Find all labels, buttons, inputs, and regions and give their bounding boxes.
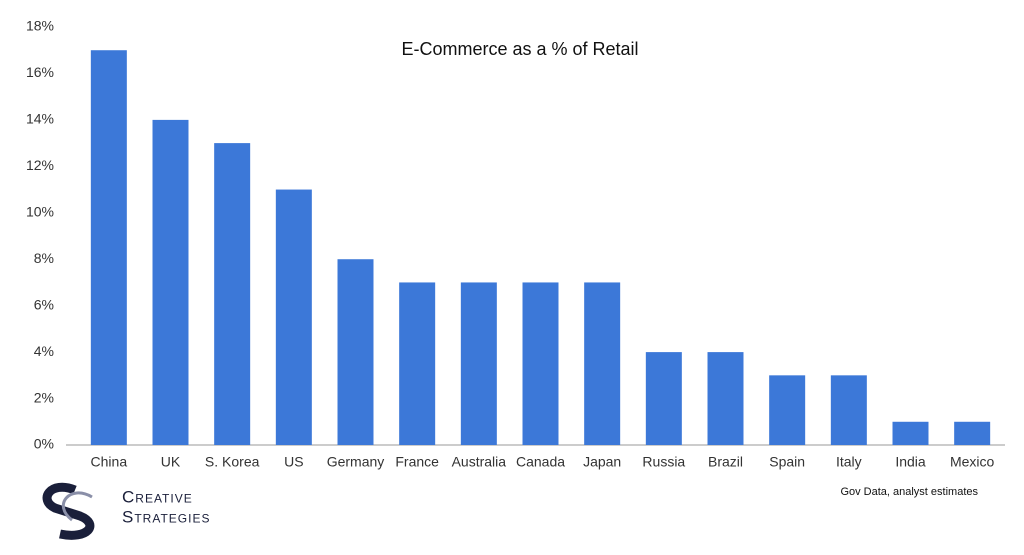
x-tick-label: Russia	[642, 454, 685, 470]
bar	[90, 50, 127, 445]
chart-title: E-Commerce as a % of Retail	[401, 39, 638, 59]
bar	[954, 421, 991, 445]
x-tick-label: S. Korea	[205, 454, 260, 470]
x-tick-label: Mexico	[950, 454, 995, 470]
bar	[769, 375, 806, 445]
x-tick-label: Italy	[836, 454, 862, 470]
bar	[584, 282, 621, 445]
bar	[522, 282, 559, 445]
logo-mark	[42, 482, 95, 540]
y-tick-label: 2%	[34, 389, 54, 405]
logo-mark	[61, 491, 93, 522]
bar	[460, 282, 497, 445]
bar	[214, 143, 251, 445]
x-tick-label: Australia	[452, 454, 507, 470]
x-tick-label: France	[395, 454, 439, 470]
bar	[152, 119, 189, 445]
y-tick-label: 6%	[34, 296, 54, 312]
y-tick-label: 10%	[26, 203, 54, 219]
x-tick-label: Germany	[327, 454, 385, 470]
bar	[892, 421, 929, 445]
y-tick-label: 14%	[26, 111, 54, 127]
y-tick-label: 18%	[26, 18, 54, 34]
y-tick-label: 12%	[26, 157, 54, 173]
y-tick-label: 16%	[26, 64, 54, 80]
x-tick-label: India	[895, 454, 926, 470]
x-tick-label: Spain	[769, 454, 805, 470]
y-tick-label: 4%	[34, 343, 54, 359]
x-tick-label: Brazil	[708, 454, 743, 470]
logo-text: Creative	[122, 487, 193, 506]
bar	[399, 282, 436, 445]
x-tick-label: US	[284, 454, 303, 470]
x-tick-label: China	[91, 454, 128, 470]
bar	[645, 352, 682, 445]
bar	[707, 352, 744, 445]
y-tick-label: 8%	[34, 250, 54, 266]
source-note: Gov Data, analyst estimates	[840, 486, 978, 498]
x-tick-label: UK	[161, 454, 181, 470]
y-tick-label: 0%	[34, 436, 54, 452]
bar	[275, 189, 312, 445]
x-tick-label: Japan	[583, 454, 621, 470]
bar	[337, 259, 374, 445]
logo: Creative Strategies	[42, 482, 210, 540]
x-tick-label: Canada	[516, 454, 565, 470]
bar	[830, 375, 867, 445]
logo-text: Strategies	[122, 507, 210, 526]
